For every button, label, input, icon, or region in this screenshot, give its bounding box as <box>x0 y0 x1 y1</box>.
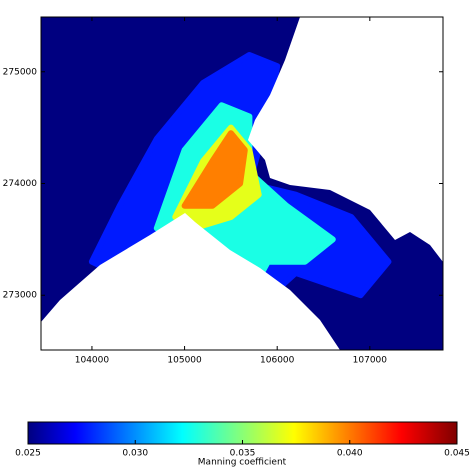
y-tick-label: 273000 <box>3 291 38 301</box>
x-tick-label: 106000 <box>260 356 295 366</box>
colorbar-tick-label: 0.025 <box>15 449 41 459</box>
x-tick-label: 105000 <box>167 356 202 366</box>
land <box>41 213 340 350</box>
y-tick-label: 274000 <box>3 179 38 189</box>
land <box>248 17 443 262</box>
x-tick-label: 107000 <box>353 356 388 366</box>
colorbar-tick-label: 0.035 <box>230 449 256 459</box>
y-tick-label: 275000 <box>3 67 38 77</box>
land-mask <box>41 17 443 350</box>
colorbar-tick-label: 0.030 <box>122 449 148 459</box>
colorbar-label: Manning coefficient <box>198 458 287 468</box>
contour-region <box>181 130 248 209</box>
x-tick-label: 104000 <box>75 356 110 366</box>
colorbar-tick-label: 0.045 <box>444 449 470 459</box>
colorbar-tick-label: 0.040 <box>337 449 363 459</box>
